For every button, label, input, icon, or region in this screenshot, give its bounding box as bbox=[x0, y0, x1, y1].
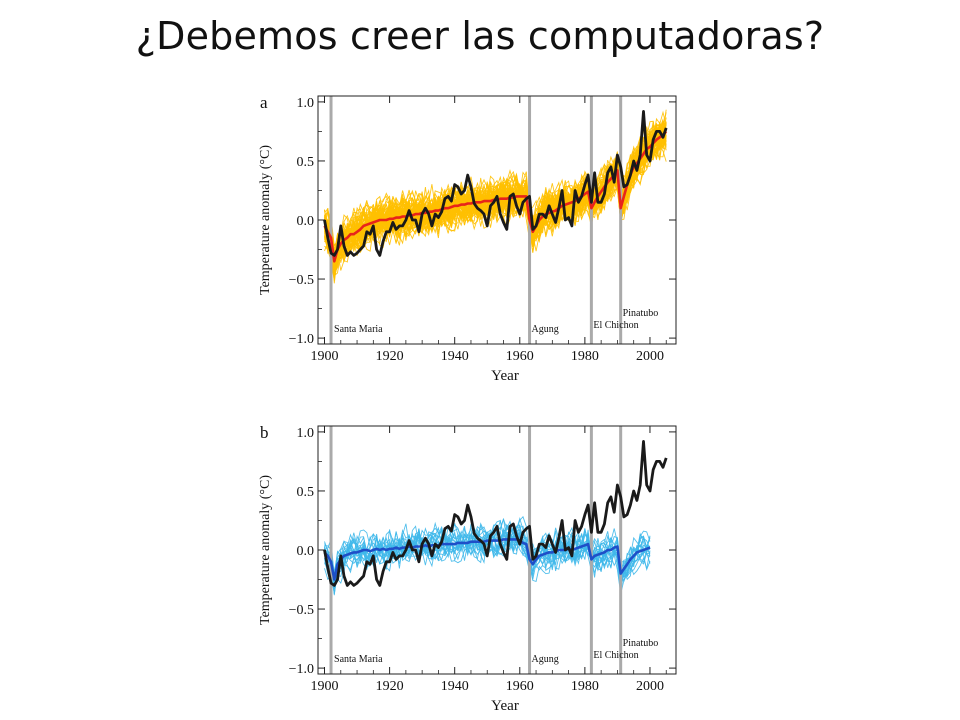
y-tick-label: −1.0 bbox=[289, 332, 314, 347]
y-tick-label: 1.0 bbox=[297, 96, 315, 111]
slide-title: ¿Debemos creer las computadoras? bbox=[135, 14, 825, 58]
y-tick-label: −0.5 bbox=[289, 273, 314, 288]
y-tick-label: 0.5 bbox=[297, 155, 315, 170]
observed-line bbox=[323, 440, 668, 587]
volcano-label: Pinatubo bbox=[623, 638, 659, 649]
y-tick-label: 0.0 bbox=[297, 544, 315, 559]
plot-area bbox=[323, 96, 668, 344]
x-tick-label: 1980 bbox=[571, 679, 599, 694]
ensemble-member-line bbox=[324, 525, 651, 594]
y-tick-label: −1.0 bbox=[289, 662, 314, 677]
ensemble-member-line bbox=[324, 110, 667, 284]
volcano-label: Agung bbox=[532, 654, 559, 665]
x-tick-label: 1940 bbox=[441, 679, 469, 694]
x-tick-label: 2000 bbox=[636, 349, 664, 364]
volcano-label: Santa Maria bbox=[334, 324, 383, 335]
x-tick-label: 2000 bbox=[636, 679, 664, 694]
x-tick-label: 1920 bbox=[376, 349, 404, 364]
x-tick-label: 1960 bbox=[506, 679, 534, 694]
panel-label: b bbox=[260, 423, 269, 442]
panel-label: a bbox=[260, 93, 268, 112]
volcano-label: El Chichon bbox=[593, 650, 638, 661]
y-axis-label: Temperature anomaly (°C) bbox=[258, 475, 273, 625]
x-tick-label: 1940 bbox=[441, 349, 469, 364]
x-tick-label: 1900 bbox=[311, 679, 339, 694]
x-axis-label: Year bbox=[491, 698, 519, 714]
chart-panel-a: Santa Maria Agung El Chichon Pinatubo 1900 19… bbox=[250, 88, 690, 388]
ensemble-member-line bbox=[324, 122, 667, 252]
ensemble-member-line bbox=[324, 136, 667, 271]
x-tick-label: 1900 bbox=[311, 349, 339, 364]
volcano-label: Agung bbox=[532, 324, 559, 335]
chart-panel-b: Santa Maria Agung El Chichon Pinatubo 1900 19… bbox=[250, 418, 690, 718]
y-axis-label: Temperature anomaly (°C) bbox=[258, 145, 273, 295]
y-tick-label: −0.5 bbox=[289, 603, 314, 618]
x-tick-label: 1980 bbox=[571, 349, 599, 364]
x-tick-label: 1960 bbox=[506, 349, 534, 364]
volcano-label: Santa Maria bbox=[334, 654, 383, 665]
model-mean-line bbox=[323, 538, 651, 581]
x-axis-label: Year bbox=[491, 368, 519, 384]
y-tick-label: 0.0 bbox=[297, 214, 315, 229]
volcano-label: Pinatubo bbox=[623, 308, 659, 319]
volcano-label: El Chichon bbox=[593, 320, 638, 331]
x-tick-label: 1920 bbox=[376, 679, 404, 694]
y-tick-label: 0.5 bbox=[297, 485, 315, 500]
y-tick-label: 1.0 bbox=[297, 426, 315, 441]
observed-line bbox=[323, 110, 668, 257]
plot-area bbox=[323, 426, 668, 674]
